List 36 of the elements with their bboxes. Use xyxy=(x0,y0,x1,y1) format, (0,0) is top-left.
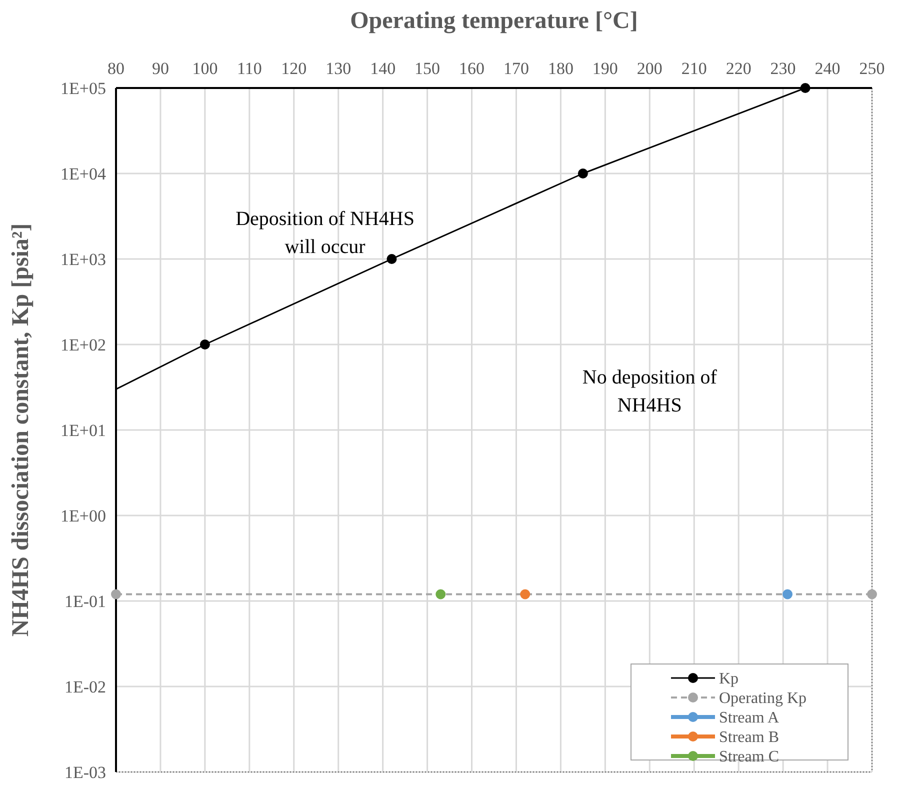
y-tick-label: 1E+00 xyxy=(60,506,106,526)
x-tick-label: 170 xyxy=(503,59,529,78)
y-tick-label: 1E-02 xyxy=(64,677,106,696)
legend-label: Stream A xyxy=(719,710,780,727)
x-tick-label: 200 xyxy=(636,59,662,78)
y-tick-label: 1E+02 xyxy=(60,335,106,354)
y-tick-label: 1E+04 xyxy=(60,164,106,184)
y-tick-label: 1E-03 xyxy=(64,762,106,782)
x-tick-label: 90 xyxy=(152,59,169,78)
legend-label: Stream B xyxy=(719,729,779,746)
legend-label: Kp xyxy=(719,670,739,688)
x-tick-label: 210 xyxy=(681,59,707,78)
x-tick-label: 80 xyxy=(108,59,124,78)
x-axis-title: Operating temperature [°C] xyxy=(350,8,638,34)
x-tick-label: 230 xyxy=(770,59,796,78)
x-tick-label: 150 xyxy=(414,59,440,78)
x-tick-label: 240 xyxy=(814,59,840,78)
x-tick-label: 130 xyxy=(326,59,352,78)
y-tick-label: 1E+01 xyxy=(60,420,106,440)
x-tick-label: 120 xyxy=(281,59,307,78)
x-tick-label: 250 xyxy=(859,59,885,78)
x-tick-label: 100 xyxy=(192,59,218,78)
x-tick-label: 110 xyxy=(236,59,262,78)
y-tick-label: 1E-01 xyxy=(64,592,106,611)
annotation: Deposition of NH4HS will occur xyxy=(236,208,414,258)
x-tick-label: 190 xyxy=(592,59,618,78)
x-tick-label: 220 xyxy=(726,59,752,78)
x-tick-label: 160 xyxy=(459,59,485,78)
legend-label: Operating Kp xyxy=(719,690,807,708)
y-axis-title: NH4HS dissociation constant, Kp [psia²] xyxy=(8,223,34,637)
x-tick-label: 180 xyxy=(548,59,574,78)
x-tick-label: 140 xyxy=(370,59,396,78)
legend-label: Stream C xyxy=(719,748,779,766)
y-tick-label: 1E+03 xyxy=(60,250,106,269)
y-tick-label: 1E+05 xyxy=(60,78,106,98)
annotation: No deposition of NH4HS xyxy=(582,366,718,416)
